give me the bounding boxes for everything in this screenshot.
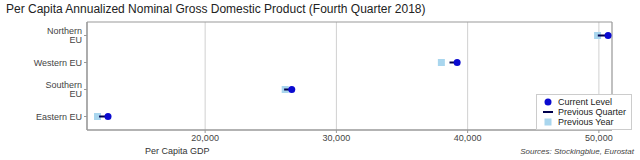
svg-text:Eastern EU: Eastern EU [36,112,82,122]
svg-text:Western EU: Western EU [34,58,82,68]
html-text:Previous Year: Previous Year [558,117,614,127]
html-text:Sources: Stockingblue, Eurosta: Sources: Stockingblue, Eurostat [520,147,634,156]
svg-text:40,000: 40,000 [454,133,482,143]
html-text:Per Capita Annualized Nominal: Per Capita Annualized Nominal Gross Dome… [6,2,426,16]
svg-text:30,000: 30,000 [323,133,351,143]
svg-text:20,000: 20,000 [191,133,219,143]
svg-text:50,000: 50,000 [585,133,613,143]
html-text:Per Capita GDP: Per Capita GDP [145,146,210,156]
html-text:Previous Quarter: Previous Quarter [558,107,626,117]
svg-text:SouthernEU: SouthernEU [45,80,82,99]
svg-text:NorthernEU: NorthernEU [47,26,82,45]
html-text:Current Level: Current Level [558,97,612,107]
